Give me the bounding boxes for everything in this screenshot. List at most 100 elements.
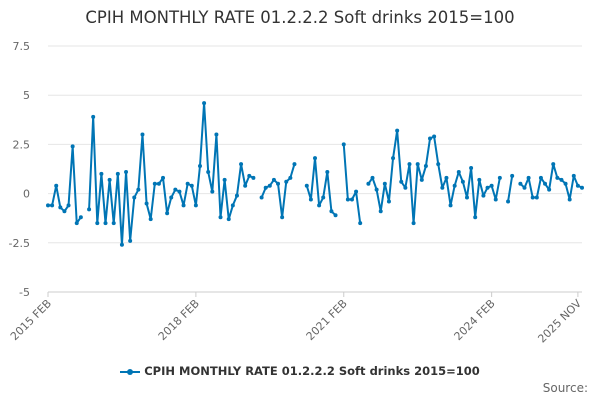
data-point [378, 209, 383, 214]
data-point [62, 209, 67, 214]
data-point [567, 197, 572, 202]
data-point [448, 203, 453, 208]
data-point [386, 199, 391, 204]
data-point [325, 169, 330, 174]
data-point [152, 181, 157, 186]
data-point [317, 203, 322, 208]
data-point [329, 209, 334, 214]
data-point [193, 203, 198, 208]
data-point [271, 177, 276, 182]
data-point [222, 177, 227, 182]
data-point [522, 185, 527, 190]
data-point [234, 193, 239, 198]
data-point [206, 169, 211, 174]
data-point [70, 144, 75, 149]
data-point [189, 183, 194, 188]
data-point [575, 183, 580, 188]
data-point [165, 211, 170, 216]
data-point [78, 215, 83, 220]
data-point [571, 173, 576, 178]
x-tick-label: 2024 FEB [452, 297, 498, 343]
data-point [66, 203, 71, 208]
data-point [230, 203, 235, 208]
data-point [419, 177, 424, 182]
data-point [481, 193, 486, 198]
data-point [506, 199, 511, 204]
data-point [136, 187, 141, 192]
chart-title: CPIH MONTHLY RATE 01.2.2.2 Soft drinks 2… [85, 8, 515, 27]
data-point [485, 185, 490, 190]
data-point [115, 171, 120, 176]
y-tick-label: -2.5 [9, 237, 30, 250]
x-tick-label: 2021 FEB [304, 297, 350, 343]
series-line [48, 102, 583, 246]
data-point [358, 221, 363, 226]
y-tick-label: -5 [19, 286, 30, 299]
data-point [304, 183, 309, 188]
data-point [156, 181, 161, 186]
x-tick-label: 2015 FEB [8, 297, 54, 343]
data-point [161, 175, 166, 180]
data-point [345, 197, 350, 202]
data-point [395, 128, 400, 133]
data-point [354, 189, 359, 194]
y-tick-label: 5 [23, 89, 30, 102]
data-point [456, 169, 461, 174]
source-label: Source: [542, 381, 588, 395]
data-point [374, 187, 379, 192]
data-point [510, 173, 515, 178]
data-point [444, 175, 449, 180]
data-point [308, 197, 313, 202]
data-point [547, 187, 552, 192]
data-point [280, 215, 285, 220]
data-point [538, 175, 543, 180]
data-point [128, 238, 133, 243]
data-point [313, 156, 317, 161]
data-point [407, 162, 412, 167]
data-point [218, 215, 223, 220]
data-point [103, 221, 108, 226]
data-point [144, 201, 149, 206]
legend-swatch [120, 367, 141, 377]
data-point [469, 166, 474, 171]
data-point [460, 179, 465, 184]
data-point [436, 162, 441, 167]
data-point [251, 175, 256, 180]
data-point [226, 217, 231, 222]
data-point [341, 142, 346, 147]
data-point [239, 162, 244, 167]
data-point [288, 175, 293, 180]
data-point [423, 164, 428, 169]
data-point [119, 242, 124, 247]
data-point [284, 179, 289, 184]
data-point [99, 171, 104, 176]
data-point [543, 181, 548, 186]
data-point [214, 132, 219, 137]
data-point [403, 185, 408, 190]
y-tick-label: 2.5 [13, 138, 31, 151]
data-point [559, 177, 564, 182]
data-point [432, 134, 437, 139]
data-point [493, 197, 498, 202]
data-point [50, 203, 55, 208]
legend[interactable]: CPIH MONTHLY RATE 01.2.2.2 Soft drinks 2… [0, 364, 600, 378]
data-point [399, 179, 404, 184]
data-point [107, 177, 112, 182]
data-point [534, 195, 539, 200]
data-point [473, 215, 478, 220]
data-point [243, 183, 248, 188]
data-point [54, 183, 59, 188]
data-point [530, 195, 535, 200]
data-point [391, 156, 396, 161]
data-point [292, 162, 297, 167]
data-point [58, 205, 63, 210]
data-point [263, 185, 268, 190]
data-point [276, 181, 281, 186]
data-point [91, 114, 96, 119]
data-point [411, 221, 416, 226]
data-point [489, 183, 494, 188]
data-point [415, 162, 420, 167]
data-point [267, 183, 272, 188]
data-point [74, 221, 79, 226]
data-point [197, 164, 202, 169]
